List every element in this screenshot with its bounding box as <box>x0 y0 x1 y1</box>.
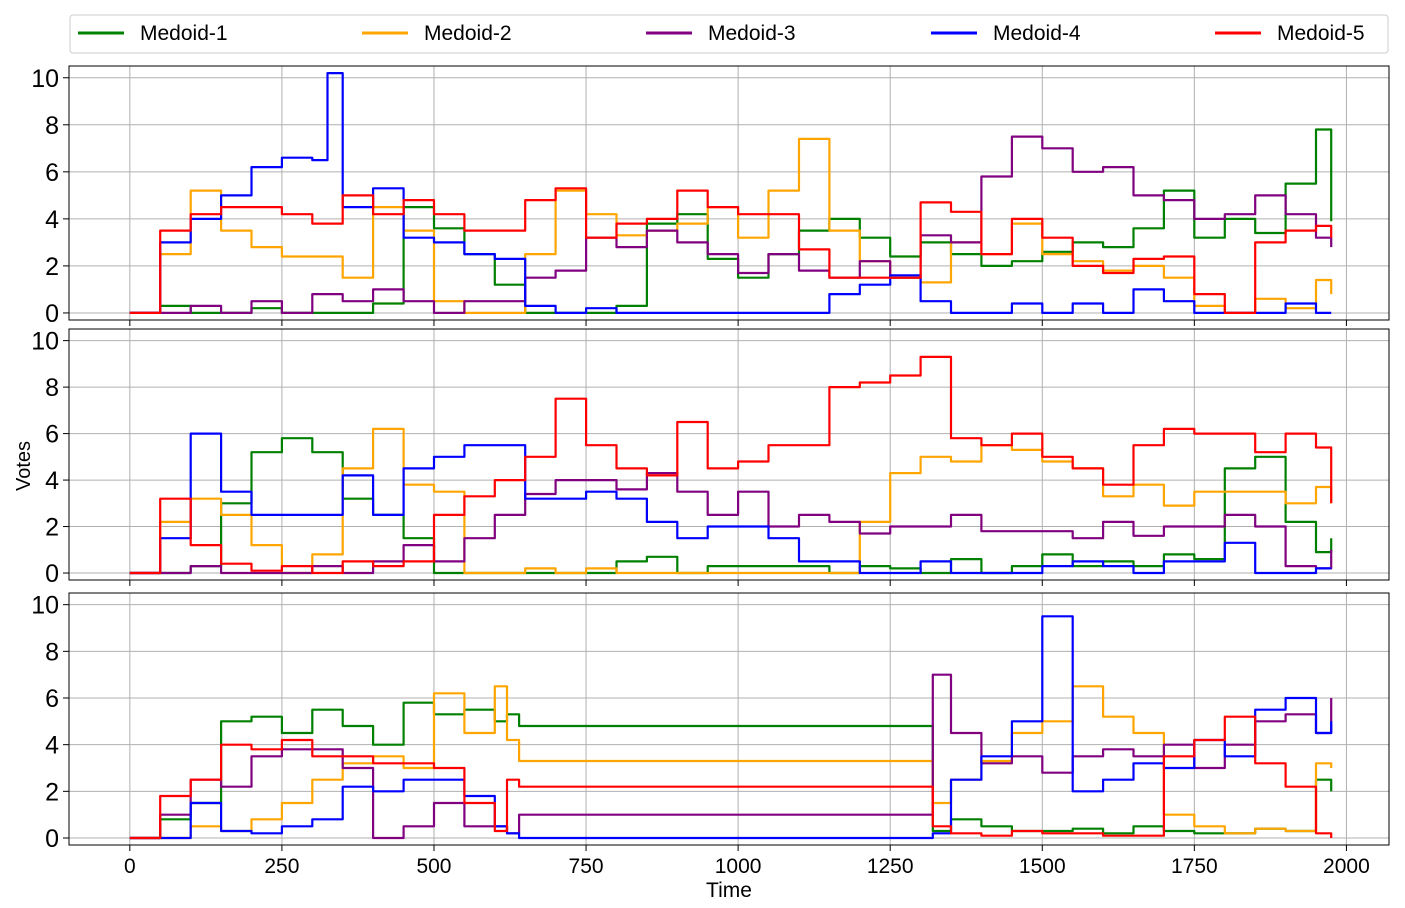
x-tick-label: 1250 <box>867 855 914 878</box>
x-tick-label: 0 <box>124 855 136 878</box>
x-tick-label: 1750 <box>1171 855 1218 878</box>
y-tick-label: 10 <box>31 328 59 356</box>
y-tick-label: 6 <box>45 421 59 449</box>
y-tick-label: 10 <box>31 592 59 620</box>
x-tick-label: 500 <box>416 855 451 878</box>
series-line <box>129 472 1333 575</box>
x-tick-label: 750 <box>569 855 604 878</box>
y-tick-label: 10 <box>31 65 59 93</box>
legend-label: Medoid-1 <box>140 22 228 45</box>
y-axis-label: Votes <box>13 441 35 491</box>
series-line <box>129 715 1333 840</box>
legend-label: Medoid-4 <box>993 22 1081 45</box>
series-line <box>129 673 1333 840</box>
legend-item: Medoid-5 <box>1215 22 1365 45</box>
series-line <box>129 615 1333 840</box>
y-tick-label: 8 <box>45 112 59 140</box>
legend: Medoid-1 Medoid-2 Medoid-3 Medoid-4 Medoid-5 <box>69 14 1389 54</box>
legend-item: Medoid-3 <box>646 22 796 45</box>
series-line <box>129 355 1333 575</box>
series-line <box>129 437 1333 575</box>
panel-1: 0 2 4 6 8 10 <box>31 65 1390 328</box>
y-tick-label: 6 <box>45 685 59 713</box>
y-tick-label: 6 <box>45 159 59 187</box>
legend-label: Medoid-5 <box>1277 22 1365 45</box>
series-line <box>129 432 1332 575</box>
x-tick-label: 250 <box>264 855 299 878</box>
legend-item: Medoid-4 <box>931 22 1081 45</box>
y-tick-label: 0 <box>45 560 59 588</box>
legend-label: Medoid-2 <box>424 22 512 45</box>
panel-3: 0 2 4 6 8 10 0 250 500 750 1000 1250 1500 1750 2000 <box>31 592 1390 878</box>
series-line <box>129 701 1333 840</box>
series-line <box>129 427 1333 575</box>
y-tick-label: 2 <box>45 778 59 806</box>
y-tick-label: 4 <box>45 206 59 234</box>
x-tick-label: 1500 <box>1019 855 1066 878</box>
plot-frame <box>68 65 1390 321</box>
y-tick-label: 0 <box>45 825 59 853</box>
y-tick-label: 2 <box>45 514 59 542</box>
legend-label: Medoid-3 <box>708 22 796 45</box>
y-tick-label: 8 <box>45 374 59 402</box>
x-tick-label: 2000 <box>1323 855 1370 878</box>
plot-frame <box>68 592 1390 846</box>
legend-item: Medoid-1 <box>78 22 228 45</box>
y-tick-label: 4 <box>45 732 59 760</box>
x-axis-label: Time <box>706 879 752 902</box>
series-line <box>129 137 1333 314</box>
series-line <box>129 135 1333 314</box>
series-line <box>129 72 1332 314</box>
y-tick-label: 8 <box>45 638 59 666</box>
panel-2: 0 2 4 6 8 10 <box>31 328 1390 588</box>
legend-frame <box>69 14 1389 54</box>
x-tick-label: 1000 <box>715 855 762 878</box>
y-tick-label: 0 <box>45 300 59 328</box>
series-line <box>129 187 1333 314</box>
legend-item: Medoid-2 <box>362 22 512 45</box>
plot-frame <box>68 328 1390 581</box>
y-tick-label: 2 <box>45 253 59 281</box>
y-tick-label: 4 <box>45 467 59 495</box>
